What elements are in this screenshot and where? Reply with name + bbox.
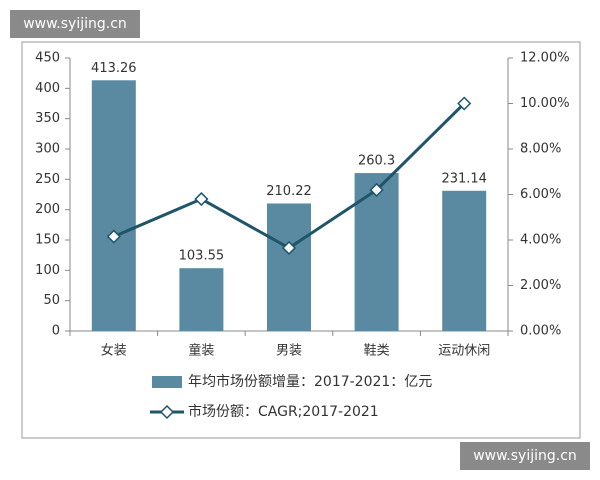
y-tick-label: 200 <box>35 202 60 217</box>
legend-label: 年均市场份额增量：2017-2021：亿元 <box>188 373 432 390</box>
x-tick-label: 男装 <box>276 344 302 359</box>
y2-tick-label: 8.00% <box>520 142 561 157</box>
y2-tick-label: 6.00% <box>520 187 561 202</box>
watermark: www.syijing.cn <box>473 448 577 464</box>
marker <box>457 96 472 111</box>
bar <box>442 190 487 331</box>
y2-tick-label: 0.00% <box>520 324 561 339</box>
marker <box>194 191 209 207</box>
marker <box>106 229 121 244</box>
y-tick-label: 50 <box>43 293 60 308</box>
y2-tick-label: 2.00% <box>520 278 561 293</box>
data-label: 103.55 <box>179 249 225 264</box>
x-tick-label: 运动休闲 <box>438 344 490 359</box>
legend-label: 市场份额：CAGR;2017-2021 <box>188 403 379 420</box>
x-tick-label: 女装 <box>101 343 127 359</box>
marker <box>281 240 297 256</box>
watermark: www.syijing.cn <box>23 16 127 32</box>
y-tick-label: 300 <box>35 142 60 157</box>
y-tick-label: 400 <box>35 81 60 96</box>
watermark-box <box>10 10 140 38</box>
x-tick-label: 鞋类 <box>364 343 390 359</box>
data-label: 260.3 <box>358 154 395 169</box>
bar <box>267 203 311 331</box>
data-label: 413.26 <box>91 61 137 76</box>
y-tick-label: 0 <box>52 324 60 339</box>
data-label: 231.14 <box>441 171 487 186</box>
data-label: 210.22 <box>266 184 312 199</box>
y2-tick-label: 10.00% <box>520 96 570 111</box>
y-tick-label: 350 <box>35 111 60 126</box>
bar <box>179 268 224 331</box>
legend-marker <box>159 404 175 420</box>
watermark-box <box>460 442 590 470</box>
y-tick-label: 150 <box>35 233 60 248</box>
marker <box>369 182 384 198</box>
y-tick-label: 250 <box>35 172 60 187</box>
bar <box>91 80 136 331</box>
y-tick-label: 450 <box>35 51 60 66</box>
y2-tick-label: 4.00% <box>520 233 561 248</box>
y-tick-label: 100 <box>35 263 60 278</box>
legend-swatch <box>152 376 182 388</box>
y2-tick-label: 12.00% <box>520 51 570 66</box>
x-tick-label: 童装 <box>188 343 214 359</box>
